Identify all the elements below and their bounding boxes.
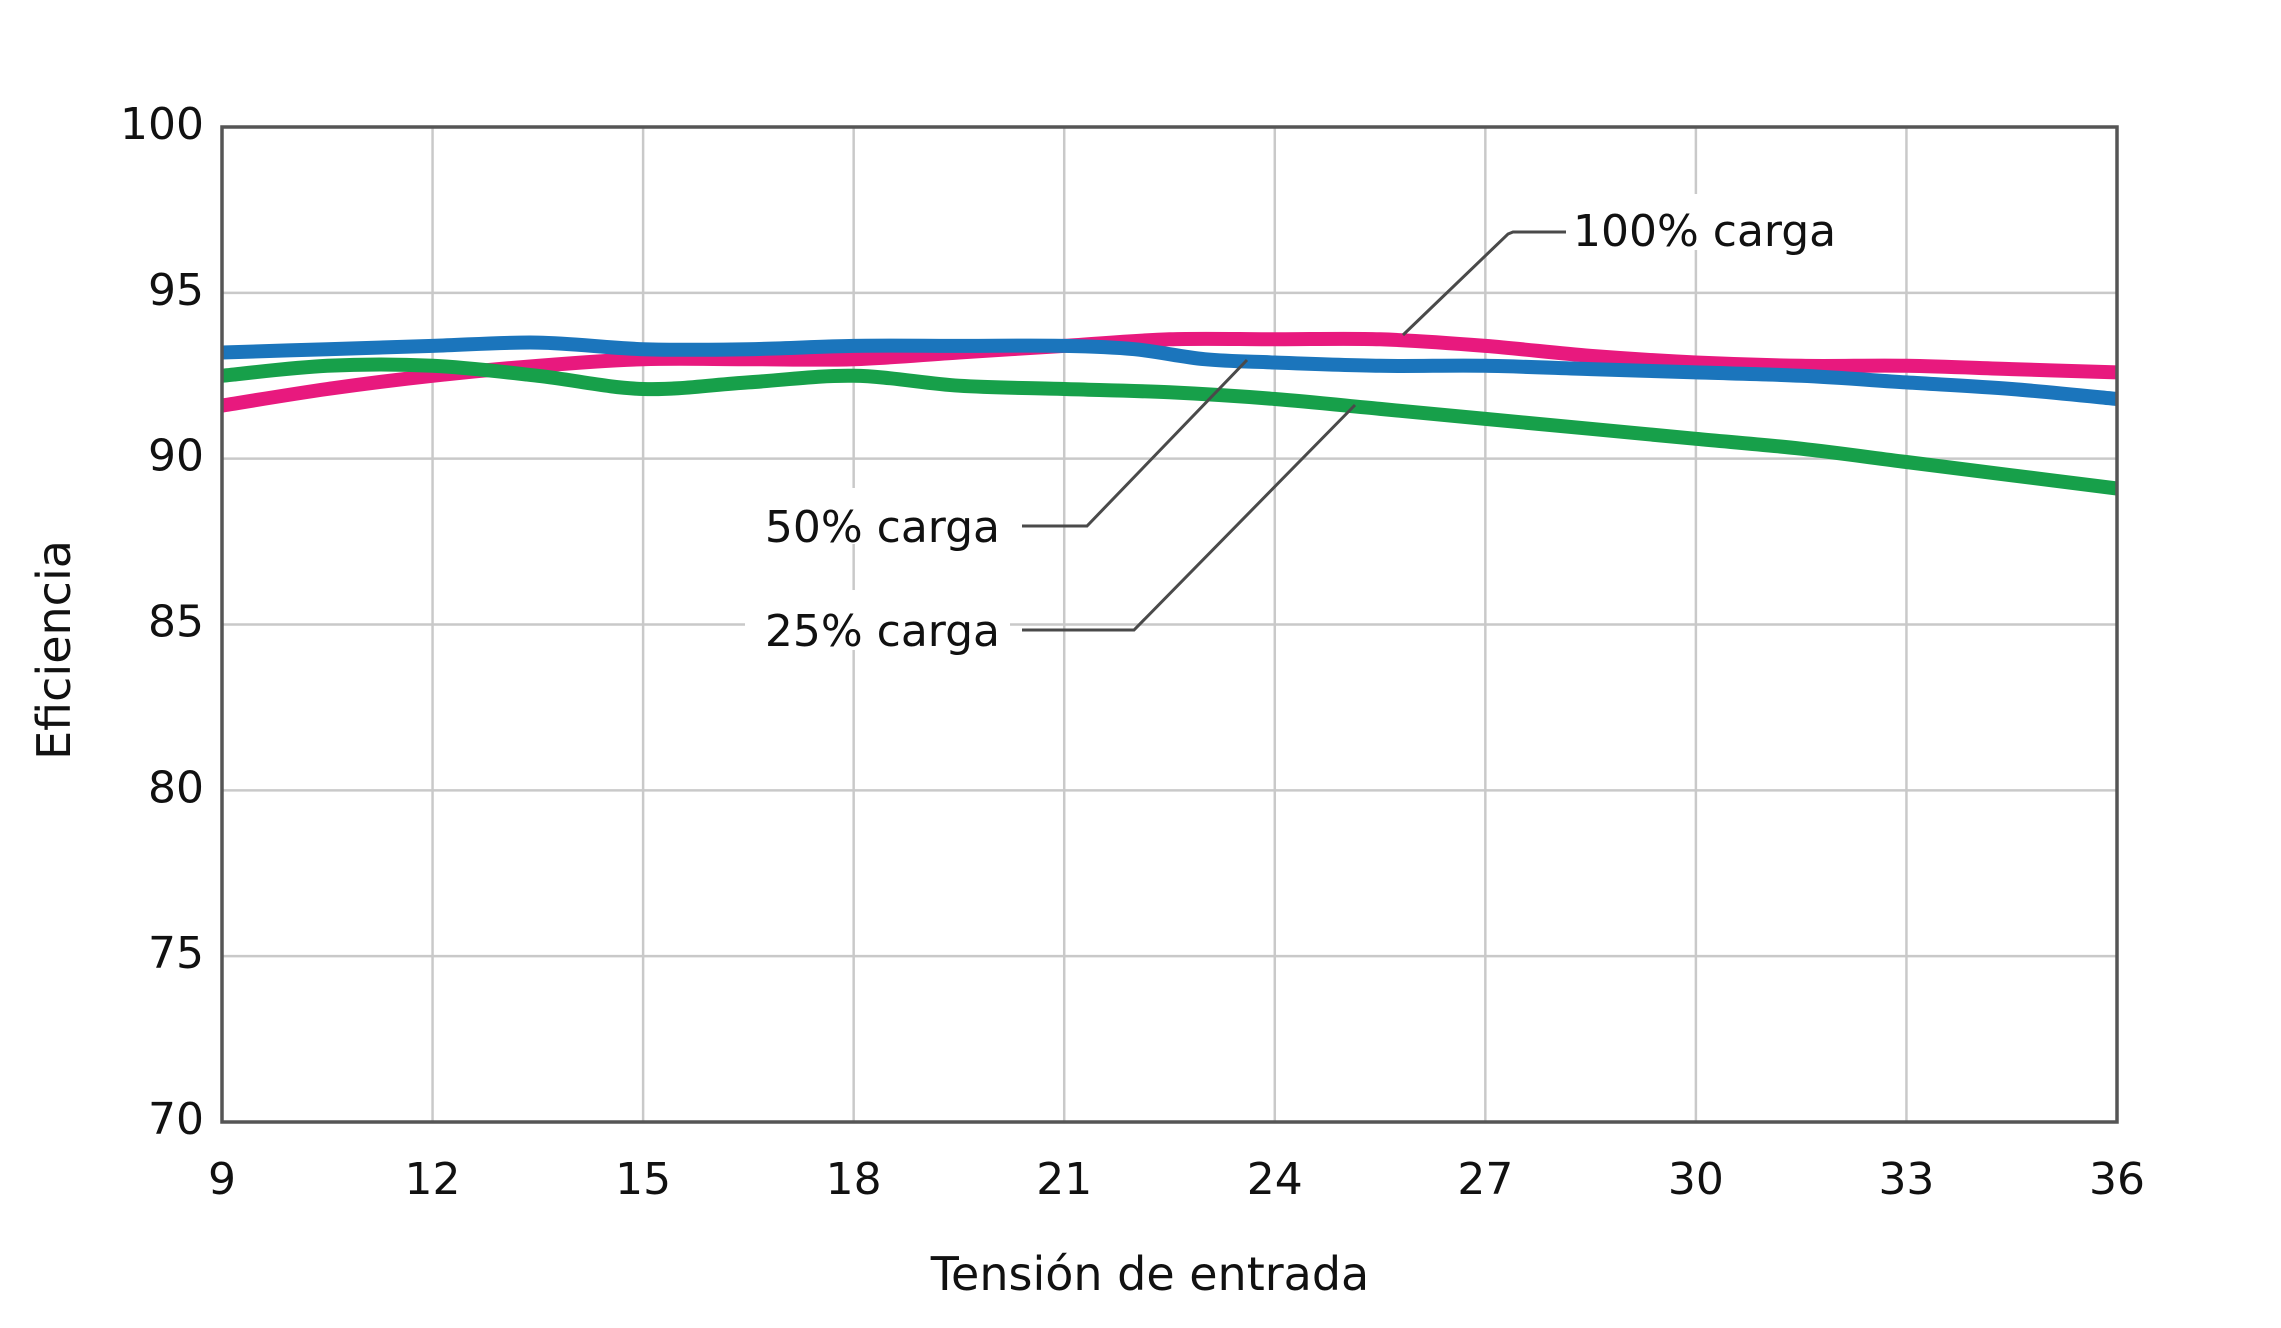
x-tick-label: 27 <box>1457 1154 1513 1205</box>
x-tick-label: 30 <box>1668 1154 1724 1205</box>
grid-layer <box>222 127 2117 1122</box>
y-tick-label: 85 <box>148 597 204 648</box>
annotation-label-background <box>745 590 1010 650</box>
x-tick-label: 18 <box>826 1154 882 1205</box>
annotation-label-100-carga: 100% carga <box>1573 206 1836 257</box>
annotation-label-background <box>770 488 1010 544</box>
series-layer <box>220 331 2118 496</box>
y-tick-label: 90 <box>148 431 204 482</box>
series-line-50-carga <box>221 335 2118 406</box>
annotation-labels: 100% carga 50% carga 25% carga <box>745 194 1838 657</box>
plot-frame <box>220 125 2119 1124</box>
leader-100-carga <box>1401 230 1576 337</box>
x-axis-title: Tensión de entrada <box>930 1247 1370 1301</box>
tick-labels: 9 12 15 18 21 24 27 30 33 36 70 75 80 85 90 95 100 <box>120 99 2145 1205</box>
y-tick-label: 70 <box>148 1094 204 1145</box>
series-line-25-carga <box>221 357 2118 496</box>
x-tick-label: 33 <box>1878 1154 1934 1205</box>
y-axis-title: Eficiencia <box>27 540 81 760</box>
y-tick-label: 100 <box>120 99 204 150</box>
x-tick-label: 12 <box>405 1154 461 1205</box>
leader-50-carga <box>1022 358 1249 528</box>
x-tick-label: 15 <box>615 1154 671 1205</box>
y-tick-label: 95 <box>148 265 204 316</box>
leader-25-carga <box>1022 403 1357 632</box>
y-tick-label: 75 <box>148 928 204 979</box>
annotation-label-background <box>1566 194 1838 250</box>
x-tick-label: 9 <box>208 1154 236 1205</box>
x-tick-label: 24 <box>1247 1154 1303 1205</box>
x-tick-label: 36 <box>2089 1154 2145 1205</box>
x-tick-label: 21 <box>1036 1154 1092 1205</box>
y-tick-label: 80 <box>148 762 204 813</box>
annotation-leaders <box>1022 230 1576 632</box>
series-line-100-carga <box>220 331 2118 413</box>
annotation-label-50-carga: 50% carga <box>765 502 1000 553</box>
annotation-label-25-carga: 25% carga <box>765 606 1000 657</box>
